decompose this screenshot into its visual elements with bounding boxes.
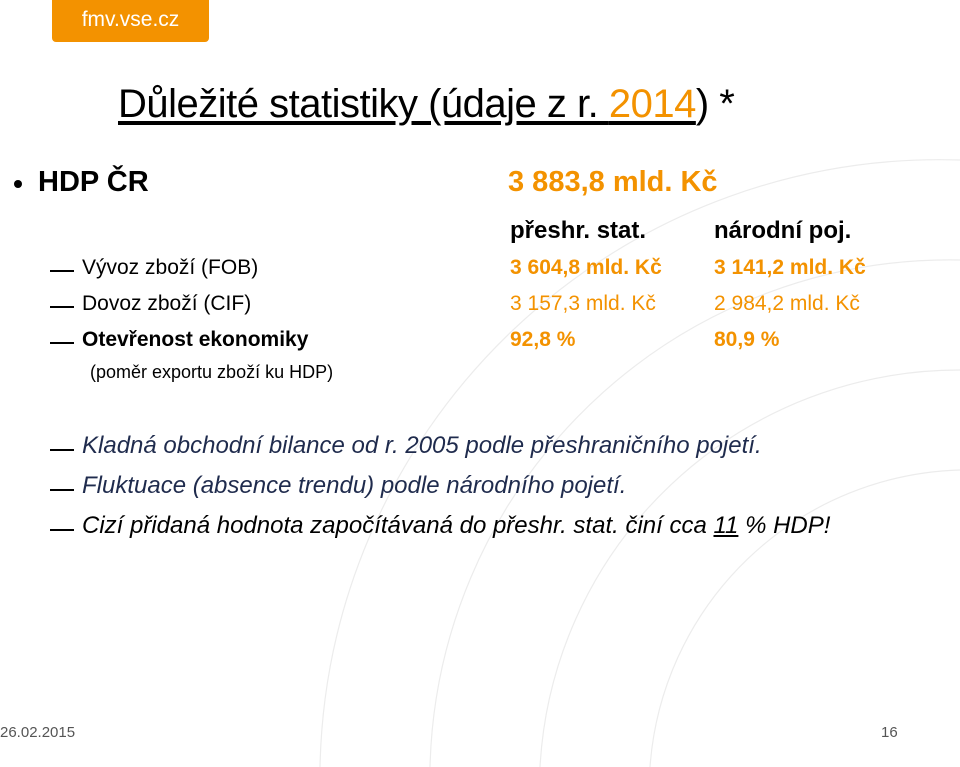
column-header-national: národní poj.: [714, 217, 852, 244]
title-prefix: Důležité statistiky (údaje z r.: [118, 82, 609, 126]
page-number: 16: [881, 724, 898, 741]
export-value-national: 3 141,2 mld. Kč: [714, 256, 866, 279]
footer-date: 26.02.2015: [0, 724, 76, 741]
note-foreign-value-suffix: % HDP!: [738, 512, 831, 539]
import-label: Dovoz zboží (CIF): [82, 292, 252, 315]
dash-icon: [50, 449, 74, 451]
openness-label: Otevřenost ekonomiky: [82, 328, 309, 351]
hdp-label: HDP ČR: [38, 166, 149, 198]
page-title: Důležité statistiky (údaje z r. 2014) *: [118, 82, 735, 127]
dash-icon: [50, 270, 74, 272]
import-value-cross-border: 3 157,3 mld. Kč: [510, 292, 656, 315]
openness-note: (poměr exportu zboží ku HDP): [90, 362, 334, 382]
dash-icon: [50, 342, 74, 344]
column-header-cross-border: přeshr. stat.: [510, 217, 647, 244]
site-logo[interactable]: fmv.vse.cz: [52, 0, 209, 42]
openness-value-cross-border: 92,8 %: [510, 328, 576, 351]
export-value-cross-border: 3 604,8 mld. Kč: [510, 256, 662, 279]
title-year: 2014: [608, 82, 696, 126]
export-label: Vývoz zboží (FOB): [82, 256, 259, 279]
hdp-value: 3 883,8 mld. Kč: [508, 166, 718, 198]
dash-icon: [50, 529, 74, 531]
dash-icon: [50, 306, 74, 308]
dash-icon: [50, 489, 74, 491]
title-suffix: ) *: [695, 82, 735, 126]
bullet-icon: [14, 180, 22, 188]
note-fluctuation: Fluktuace (absence trendu) podle národní…: [82, 472, 627, 499]
openness-value-national: 80,9 %: [714, 328, 780, 351]
import-value-national: 2 984,2 mld. Kč: [714, 292, 860, 315]
note-foreign-value-number: 11: [713, 512, 739, 539]
note-foreign-value-prefix: Cizí přidaná hodnota započítávaná do pře…: [82, 512, 714, 539]
note-foreign-value-added: Cizí přidaná hodnota započítávaná do pře…: [82, 512, 830, 540]
note-trade-balance: Kladná obchodní bilance od r. 2005 podle…: [82, 432, 762, 459]
